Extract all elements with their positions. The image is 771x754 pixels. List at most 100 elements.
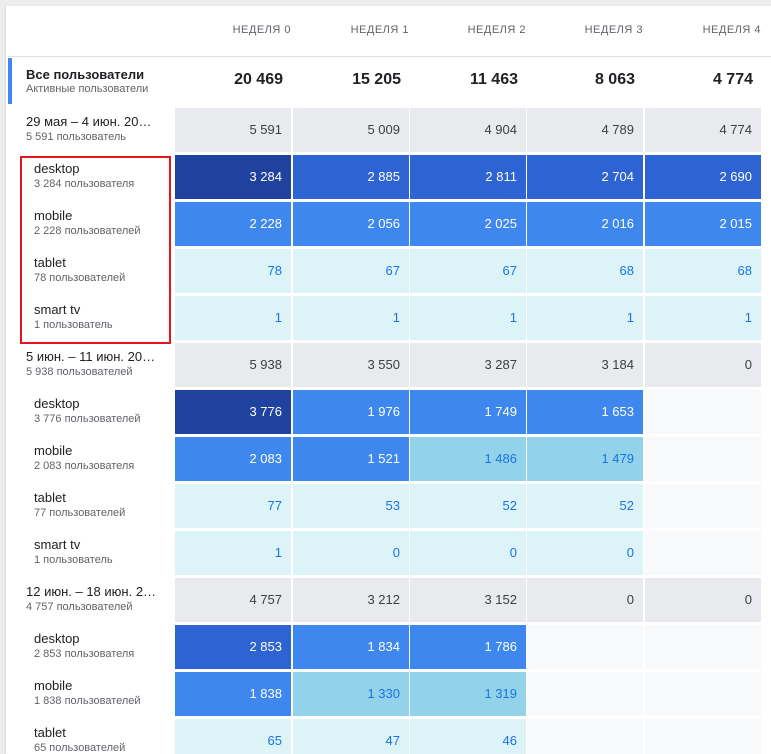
retention-cell[interactable] <box>645 437 761 481</box>
column-header-week-4[interactable]: НЕДЕЛЯ 4 <box>702 24 761 36</box>
retention-cell[interactable] <box>527 719 643 754</box>
device-row-label[interactable]: tablet 78 пользователей <box>34 255 125 285</box>
total-value-week-2: 11 463 <box>469 71 518 88</box>
retention-cell[interactable]: 2 228 <box>175 202 291 246</box>
device-row-label[interactable]: smart tv 1 пользователь <box>34 537 113 567</box>
retention-cell[interactable]: 65 <box>175 719 291 754</box>
cohort-cell[interactable]: 0 <box>645 343 761 387</box>
retention-cell[interactable]: 67 <box>410 249 526 293</box>
retention-cell[interactable]: 2 025 <box>410 202 526 246</box>
column-header-week-2[interactable]: НЕДЕЛЯ 2 <box>467 24 526 36</box>
cohort-cell[interactable]: 3 550 <box>293 343 409 387</box>
retention-cell[interactable]: 53 <box>293 484 409 528</box>
retention-cell[interactable] <box>527 625 643 669</box>
retention-cell[interactable]: 47 <box>293 719 409 754</box>
retention-cell[interactable]: 1 838 <box>175 672 291 716</box>
retention-cell[interactable] <box>645 672 761 716</box>
user-count-label: 77 пользователей <box>34 507 126 519</box>
device-row-label[interactable]: desktop 2 853 пользователя <box>34 631 134 661</box>
device-row-label[interactable]: desktop 3 776 пользователей <box>34 396 141 426</box>
retention-cell[interactable]: 2 056 <box>293 202 409 246</box>
retention-cell[interactable]: 1 653 <box>527 390 643 434</box>
cohort-cell[interactable]: 4 757 <box>175 578 291 622</box>
retention-cell[interactable]: 46 <box>410 719 526 754</box>
cohort-row-label[interactable]: 29 мая – 4 июн. 20… 5 591 пользователь <box>26 114 151 144</box>
retention-cell[interactable] <box>645 625 761 669</box>
retention-cell[interactable]: 0 <box>527 531 643 575</box>
retention-cell[interactable]: 1 <box>175 296 291 340</box>
cohort-cell[interactable]: 4 789 <box>527 108 643 152</box>
retention-cell[interactable] <box>527 672 643 716</box>
cohort-cell[interactable]: 3 152 <box>410 578 526 622</box>
retention-cell[interactable]: 0 <box>410 531 526 575</box>
retention-cell[interactable]: 2 690 <box>645 155 761 199</box>
cohort-cell[interactable]: 0 <box>645 578 761 622</box>
retention-cell[interactable]: 1 976 <box>293 390 409 434</box>
retention-cell[interactable]: 1 <box>410 296 526 340</box>
user-count-label: 5 938 пользователей <box>26 366 133 378</box>
column-header-week-1[interactable]: НЕДЕЛЯ 1 <box>350 24 409 36</box>
device-row-label[interactable]: mobile 2 083 пользователя <box>34 443 134 473</box>
retention-cell[interactable]: 3 284 <box>175 155 291 199</box>
device-row-label[interactable]: desktop 3 284 пользователя <box>34 161 134 191</box>
retention-cell[interactable]: 1 319 <box>410 672 526 716</box>
retention-cell[interactable]: 1 <box>293 296 409 340</box>
device-name: tablet <box>34 490 66 505</box>
retention-cell[interactable]: 2 853 <box>175 625 291 669</box>
cohort-cell[interactable]: 3 287 <box>410 343 526 387</box>
user-count-label: 2 083 пользователя <box>34 460 135 472</box>
retention-cell[interactable]: 1 <box>175 531 291 575</box>
cohort-cell[interactable]: 4 904 <box>410 108 526 152</box>
device-row-label[interactable]: mobile 1 838 пользователей <box>34 678 141 708</box>
column-header-week-3[interactable]: НЕДЕЛЯ 3 <box>584 24 643 36</box>
retention-cell[interactable]: 2 015 <box>645 202 761 246</box>
device-row-label[interactable]: tablet 77 пользователей <box>34 490 125 520</box>
total-value-week-4: 4 774 <box>712 71 753 88</box>
retention-cell[interactable]: 2 885 <box>293 155 409 199</box>
retention-cell[interactable]: 68 <box>645 249 761 293</box>
retention-cell[interactable]: 1 330 <box>293 672 409 716</box>
cohort-row-label[interactable]: 12 июн. – 18 июн. 2… 4 757 пользователей <box>26 584 156 614</box>
retention-cell[interactable]: 78 <box>175 249 291 293</box>
user-count-label: 2 853 пользователя <box>34 648 135 660</box>
retention-cell[interactable]: 52 <box>527 484 643 528</box>
retention-cell[interactable]: 3 776 <box>175 390 291 434</box>
cohort-cell[interactable]: 3 212 <box>293 578 409 622</box>
retention-cell[interactable]: 2 016 <box>527 202 643 246</box>
cohort-cell[interactable]: 3 184 <box>527 343 643 387</box>
cohort-cell[interactable]: 5 938 <box>175 343 291 387</box>
retention-cell[interactable]: 1 486 <box>410 437 526 481</box>
retention-cell[interactable]: 1 521 <box>293 437 409 481</box>
column-header-week-0[interactable]: НЕДЕЛЯ 0 <box>232 24 291 36</box>
cohort-cell[interactable]: 5 009 <box>293 108 409 152</box>
cohort-date-range: 12 июн. – 18 июн. 2… <box>26 584 157 599</box>
cohort-cell[interactable]: 4 774 <box>645 108 761 152</box>
device-name: mobile <box>34 443 73 458</box>
retention-cell[interactable]: 1 <box>645 296 761 340</box>
retention-cell[interactable]: 67 <box>293 249 409 293</box>
retention-cell[interactable]: 2 704 <box>527 155 643 199</box>
retention-cell[interactable]: 2 811 <box>410 155 526 199</box>
device-name: desktop <box>34 161 80 176</box>
retention-cell[interactable] <box>645 719 761 754</box>
retention-cell[interactable]: 52 <box>410 484 526 528</box>
retention-cell[interactable]: 0 <box>293 531 409 575</box>
retention-cell[interactable] <box>645 484 761 528</box>
device-row-label[interactable]: mobile 2 228 пользователей <box>34 208 141 238</box>
cohort-cell[interactable]: 5 591 <box>175 108 291 152</box>
retention-cell[interactable]: 2 083 <box>175 437 291 481</box>
retention-cell[interactable] <box>645 531 761 575</box>
retention-cell[interactable]: 1 <box>527 296 643 340</box>
device-row-label[interactable]: tablet 65 пользователей <box>34 725 125 754</box>
retention-cell[interactable] <box>645 390 761 434</box>
retention-cell[interactable]: 1 834 <box>293 625 409 669</box>
retention-cell[interactable]: 1 479 <box>527 437 643 481</box>
retention-cell[interactable]: 68 <box>527 249 643 293</box>
cohort-cell[interactable]: 0 <box>527 578 643 622</box>
header-divider <box>8 56 771 57</box>
retention-cell[interactable]: 1 749 <box>410 390 526 434</box>
cohort-row-label[interactable]: 5 июн. – 11 июн. 20… 5 938 пользователей <box>26 349 155 379</box>
device-row-label[interactable]: smart tv 1 пользователь <box>34 302 113 332</box>
retention-cell[interactable]: 1 786 <box>410 625 526 669</box>
retention-cell[interactable]: 77 <box>175 484 291 528</box>
